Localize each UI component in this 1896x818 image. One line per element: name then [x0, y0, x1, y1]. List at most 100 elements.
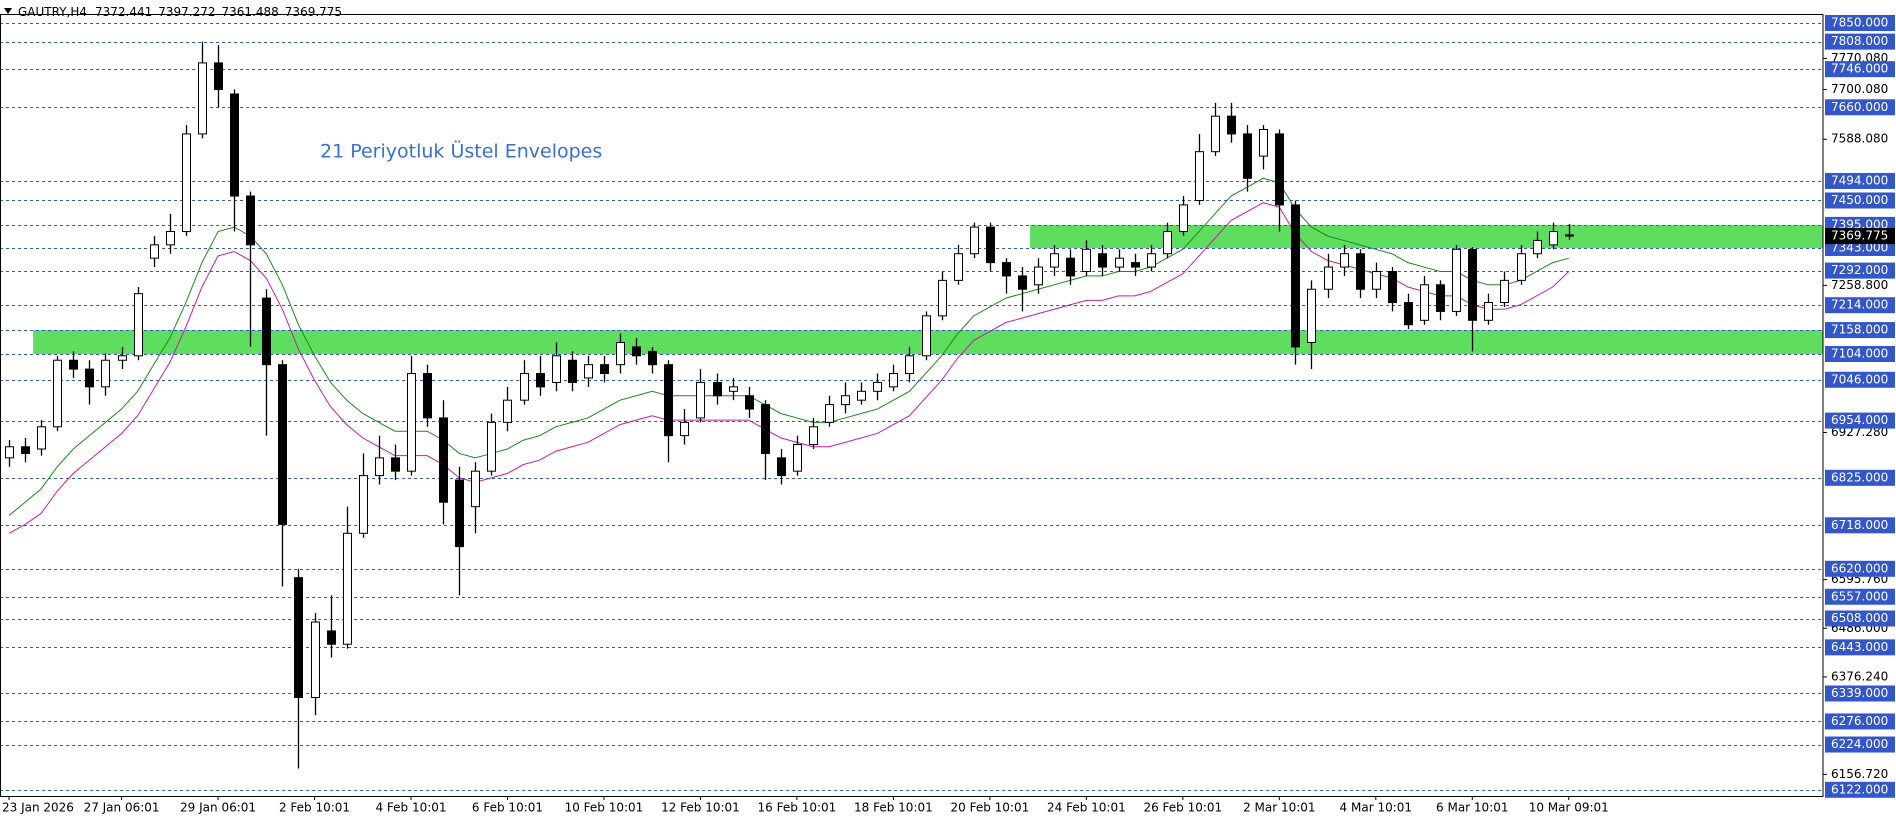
candle-body — [278, 364, 287, 525]
candle-body — [101, 359, 110, 388]
y-tick-label: 7258.800 — [1831, 278, 1888, 292]
candle-body — [905, 355, 914, 375]
level-label-box — [1825, 685, 1895, 702]
y-tick-label: 6376.240 — [1831, 669, 1888, 683]
level-label: 7104.000 — [1831, 347, 1888, 361]
candle-body — [214, 62, 223, 91]
candle-body — [1388, 270, 1397, 304]
candle-body — [552, 355, 561, 383]
candle-body — [343, 532, 352, 645]
candle-body — [69, 359, 78, 370]
envelope-line — [8, 202, 1570, 534]
level-label-box — [1825, 172, 1895, 189]
candle-body — [503, 399, 512, 423]
candle-body — [471, 470, 480, 508]
candle-body — [568, 359, 577, 383]
low-value: 7361.488 — [222, 5, 279, 19]
candle-body — [262, 297, 271, 366]
high-value: 7397.272 — [158, 5, 215, 19]
candle-body — [1195, 151, 1204, 201]
candle-body — [664, 364, 673, 437]
header-icon — [4, 8, 12, 14]
level-label: 6276.000 — [1831, 714, 1888, 728]
candle-body — [1404, 302, 1413, 326]
level-label: 7660.000 — [1831, 100, 1888, 114]
candle-body — [1131, 262, 1140, 268]
level-label: 7292.000 — [1831, 263, 1888, 277]
level-label: 6339.000 — [1831, 686, 1888, 700]
candle-body — [1372, 270, 1381, 290]
level-label-box — [1825, 560, 1895, 577]
candle-body — [1082, 248, 1091, 272]
level-label: 6122.000 — [1831, 782, 1888, 796]
candle-body — [1324, 266, 1333, 290]
candle-body — [21, 446, 30, 454]
candle-body — [1179, 204, 1188, 233]
level-label-box — [1825, 639, 1895, 656]
candle-body — [1307, 288, 1316, 343]
annotation: 21 Periyotluk Üstel Envelopes — [320, 140, 602, 163]
zone — [1030, 224, 1823, 248]
candle-body — [423, 373, 432, 419]
candle-body — [1340, 253, 1349, 268]
candle-body — [1147, 253, 1156, 268]
candle-body — [954, 253, 963, 281]
level-label: 6954.000 — [1831, 413, 1888, 427]
candle-body — [407, 373, 416, 472]
plot-frame — [0, 14, 1824, 797]
candle-body — [1420, 284, 1429, 321]
candle-body — [777, 457, 786, 477]
level-label: 7046.000 — [1831, 372, 1888, 386]
candle-body — [648, 350, 657, 366]
level-label: 6557.000 — [1831, 589, 1888, 603]
candle-body — [487, 421, 496, 472]
level-label-box — [1825, 14, 1895, 31]
candle-body — [1243, 133, 1252, 179]
level-label-box — [1825, 517, 1895, 534]
open-value: 7372.441 — [95, 5, 152, 19]
candle-body — [85, 368, 94, 388]
candle-body — [889, 373, 898, 388]
candle-body — [246, 195, 255, 246]
candle-body — [1227, 115, 1236, 135]
level-label-box — [1825, 99, 1895, 116]
level-label: 6620.000 — [1831, 561, 1888, 575]
x-tick-label: 2 Mar 10:01 — [1243, 801, 1316, 815]
level-label-box — [1825, 192, 1895, 209]
x-tick-label: 10 Mar 09:01 — [1529, 801, 1609, 815]
candle-body — [857, 390, 866, 401]
candle-body — [729, 386, 738, 392]
level-label: 7450.000 — [1831, 193, 1888, 207]
candle-body — [1066, 257, 1075, 277]
level-label-box — [1825, 412, 1895, 429]
level-label: 6224.000 — [1831, 737, 1888, 751]
level-label-box — [1825, 61, 1895, 78]
x-tick-label: 2 Feb 10:01 — [279, 801, 350, 815]
candle-body — [1259, 128, 1268, 157]
level-label: 7214.000 — [1831, 298, 1888, 312]
candle-body — [761, 404, 770, 454]
candle-body — [520, 373, 529, 401]
candle-body — [922, 315, 931, 357]
candle-body — [391, 457, 400, 472]
x-tick-label: 16 Feb 10:01 — [758, 801, 837, 815]
candle-body — [1163, 231, 1172, 255]
candle-body — [1484, 302, 1493, 321]
candle-body — [118, 355, 127, 361]
candle-body — [455, 479, 464, 548]
candle-body — [439, 417, 448, 503]
level-label-box — [1825, 33, 1895, 50]
level-label: 7494.000 — [1831, 173, 1888, 187]
candle-body — [5, 446, 14, 459]
candle-body — [616, 341, 625, 366]
candle-body — [198, 62, 207, 135]
level-label: 6825.000 — [1831, 470, 1888, 484]
candle-body — [327, 630, 336, 645]
candle-body — [182, 133, 191, 233]
candle-body — [1211, 115, 1220, 153]
x-tick-label: 6 Feb 10:01 — [472, 801, 543, 815]
x-tick-label: 12 Feb 10:01 — [661, 801, 740, 815]
candle-body — [1533, 239, 1542, 255]
level-label-box — [1825, 469, 1895, 486]
